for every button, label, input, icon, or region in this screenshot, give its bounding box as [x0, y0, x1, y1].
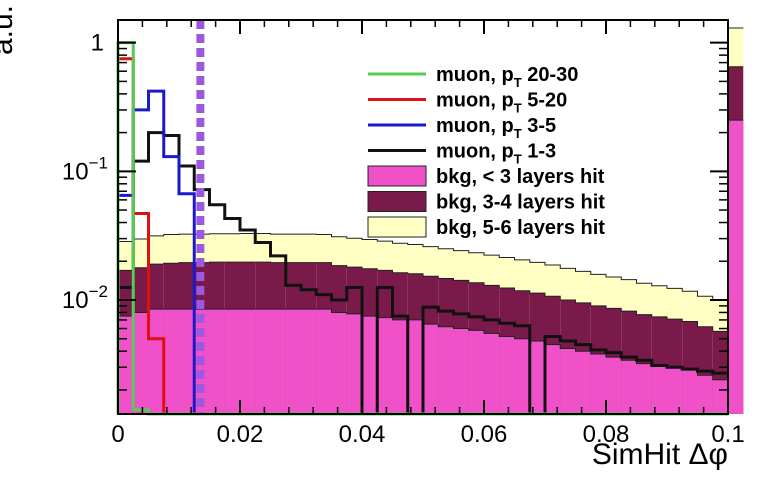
stack-bar	[438, 326, 454, 414]
stack-bar	[331, 312, 347, 414]
x-tick-label: 0.02	[217, 421, 264, 448]
legend-entry: bkg, 3-4 layers hit	[367, 191, 605, 214]
stack-bar	[255, 309, 271, 414]
stack-bar	[499, 336, 515, 414]
legend-entry: muon, pT 1-3	[368, 141, 556, 167]
x-tick-label: 0.08	[583, 421, 630, 448]
stack-bar	[224, 309, 240, 414]
y-axis-label: a.u.	[0, 5, 19, 55]
legend-label: muon, pT 1-3	[436, 141, 556, 167]
stack-bar	[240, 309, 256, 414]
stack-outline	[118, 27, 744, 302]
stack-bar	[392, 319, 408, 414]
stack-bar	[651, 365, 667, 414]
stack-bar	[636, 363, 652, 414]
stack-bar	[682, 369, 698, 414]
stack-bar	[118, 316, 134, 414]
stack-bar	[560, 348, 576, 414]
stack-bar	[209, 309, 225, 414]
y-tick-label: 10−1	[62, 153, 108, 185]
x-axis-label: SimHit Δφ	[592, 438, 728, 471]
legend-entry: muon, pT 20-30	[368, 64, 578, 90]
stack-bar	[728, 120, 744, 415]
stack-bar	[545, 344, 561, 414]
stack-bar	[163, 309, 179, 414]
stack-bar	[270, 309, 286, 414]
x-axis: 0 0.02 0.04 0.06 0.08 0.1	[111, 20, 745, 448]
legend-entry: bkg, 5-6 layers hit	[367, 216, 605, 239]
stack-bar	[514, 338, 530, 414]
legend-label: muon, pT 5-20	[436, 90, 567, 116]
stack-bar	[316, 309, 332, 414]
x-tick-label: 0	[111, 421, 124, 448]
stack-bar	[407, 319, 423, 414]
stack-bar	[468, 330, 484, 414]
y-tick-label: 1	[91, 30, 104, 57]
legend-label: muon, pT 3-5	[436, 115, 556, 141]
stack-bar	[423, 324, 439, 414]
stack-bar	[377, 317, 393, 414]
stack-bar	[179, 309, 195, 414]
stack-bar	[606, 357, 622, 414]
legend-box-swatch	[367, 191, 427, 212]
legend-entry: muon, pT 5-20	[368, 90, 567, 116]
legend-label: bkg, 3-4 layers hit	[436, 192, 605, 214]
y-tick-label: 10−2	[62, 282, 108, 314]
y-axis: 1 10−1 10−2	[62, 30, 728, 391]
stack-bar	[621, 360, 637, 414]
legend-entry: bkg, < 3 layers hit	[367, 165, 605, 188]
x-tick-label: 0.04	[339, 421, 386, 448]
legend-box-swatch	[367, 165, 427, 187]
legend-entry: muon, pT 3-5	[368, 115, 556, 141]
legend-label: bkg, < 3 layers hit	[436, 166, 605, 188]
stack-bar	[285, 309, 301, 414]
stack-bar	[133, 312, 149, 414]
legend-label: bkg, 5-6 layers hit	[436, 217, 605, 239]
stack-bar	[712, 379, 728, 414]
legend-box-swatch	[367, 216, 427, 238]
plot-area	[116, 20, 744, 416]
stack-bar	[148, 309, 164, 414]
stack-bar	[301, 309, 317, 414]
stack-bar	[362, 316, 378, 414]
legend-label: muon, pT 20-30	[436, 64, 578, 90]
stack-bar	[667, 367, 683, 414]
stack-bar	[697, 375, 713, 414]
stack-bar	[529, 341, 545, 414]
stack-outline	[118, 66, 744, 332]
x-tick-label: 0.1	[711, 421, 744, 448]
plot-frame	[117, 19, 729, 415]
stack-1-bars	[118, 119, 744, 415]
stack-bar	[453, 328, 469, 414]
stack-bar	[484, 333, 500, 414]
stack-bar	[575, 351, 591, 414]
x-tick-label: 0.06	[461, 421, 508, 448]
stack-bar	[346, 313, 362, 414]
stack-bar	[590, 354, 606, 414]
